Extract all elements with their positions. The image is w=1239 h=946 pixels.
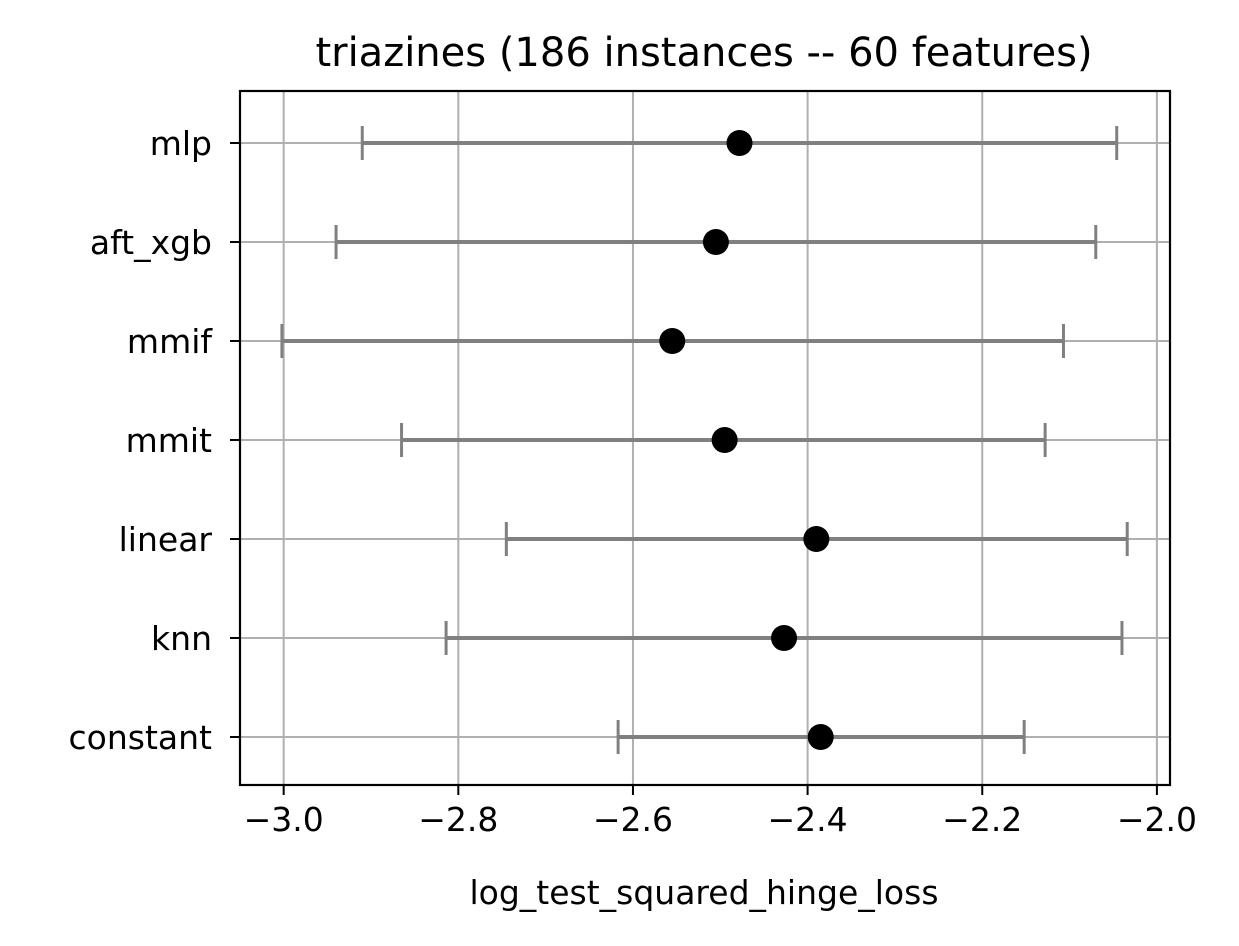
x-tick-label: −2.4 [768,800,848,839]
data-point [726,130,753,156]
x-tick-label: −2.6 [593,800,673,839]
data-point [702,229,729,255]
data-point [711,427,738,453]
y-tick-label: mmif [127,322,213,361]
chart-title: triazines (186 instances -- 60 features) [315,30,1092,76]
x-tick-label: −3.0 [244,800,324,839]
data-point [771,625,798,651]
y-tick-label: aft_xgb [90,223,212,262]
x-axis-ticks: −3.0 −2.8 −2.6 −2.4 −2.2 −2.0 [244,785,1197,839]
y-tick-label: mlp [150,124,212,163]
data-point [659,328,686,354]
y-tick-label: knn [151,619,212,658]
x-tick-label: −2.0 [1117,800,1197,839]
point-layer [659,130,834,750]
y-tick-label: linear [119,520,213,559]
y-tick-label: mmit [126,421,212,460]
errorbar-layer [280,126,1129,754]
data-point [803,526,830,552]
y-tick-label: constant [69,718,213,757]
x-tick-label: −2.2 [942,800,1022,839]
x-axis-label: log_test_squared_hinge_loss [469,873,938,912]
x-tick-label: −2.8 [418,800,498,839]
plot-frame [238,89,1172,787]
data-point [807,724,834,750]
